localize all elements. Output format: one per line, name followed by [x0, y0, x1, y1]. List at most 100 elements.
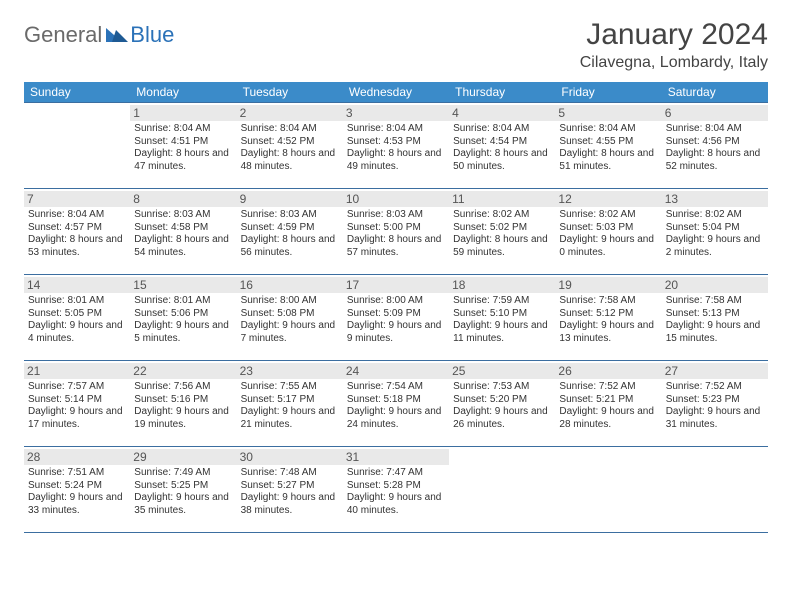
daylight-text: Daylight: 9 hours and 26 minutes. [453, 406, 551, 431]
sunset-text: Sunset: 4:53 PM [347, 136, 445, 149]
calendar-day-cell: 5Sunrise: 8:04 AMSunset: 4:55 PMDaylight… [555, 103, 661, 189]
calendar-day-cell: 10Sunrise: 8:03 AMSunset: 5:00 PMDayligh… [343, 189, 449, 275]
daylight-text: Daylight: 8 hours and 52 minutes. [666, 148, 764, 173]
day-info: Sunrise: 7:48 AMSunset: 5:27 PMDaylight:… [241, 467, 339, 517]
calendar-day-cell: 13Sunrise: 8:02 AMSunset: 5:04 PMDayligh… [662, 189, 768, 275]
sunrise-text: Sunrise: 7:52 AM [666, 381, 764, 394]
daylight-text: Daylight: 9 hours and 9 minutes. [347, 320, 445, 345]
daylight-text: Daylight: 9 hours and 2 minutes. [666, 234, 764, 259]
day-number: 24 [343, 363, 449, 379]
day-info: Sunrise: 8:03 AMSunset: 5:00 PMDaylight:… [347, 209, 445, 259]
day-number: 30 [237, 449, 343, 465]
sunset-text: Sunset: 5:05 PM [28, 308, 126, 321]
day-number: 1 [130, 105, 236, 121]
day-info: Sunrise: 7:52 AMSunset: 5:23 PMDaylight:… [666, 381, 764, 431]
sunset-text: Sunset: 5:24 PM [28, 480, 126, 493]
calendar-day-cell: 27 Sunrise: 7:52 AMSunset: 5:23 PMDayligh… [662, 361, 768, 447]
calendar-day-cell: 25Sunrise: 7:53 AMSunset: 5:20 PMDayligh… [449, 361, 555, 447]
sunrise-text: Sunrise: 8:01 AM [28, 295, 126, 308]
weekday-header: Monday [130, 82, 236, 103]
weekday-header: Wednesday [343, 82, 449, 103]
day-info: Sunrise: 7:59 AMSunset: 5:10 PMDaylight:… [453, 295, 551, 345]
day-number: 14 [24, 277, 130, 293]
day-number: 2 [237, 105, 343, 121]
sunrise-text: Sunrise: 7:51 AM [28, 467, 126, 480]
calendar-day-cell [449, 447, 555, 533]
brand-part1: General [24, 22, 102, 48]
sunrise-text: Sunrise: 8:02 AM [666, 209, 764, 222]
day-info: Sunrise: 8:02 AMSunset: 5:02 PMDaylight:… [453, 209, 551, 259]
sunset-text: Sunset: 5:17 PM [241, 394, 339, 407]
calendar-week-row: 1 Sunrise: 8:04 AMSunset: 4:51 PMDaylight… [24, 103, 768, 189]
sunrise-text: Sunrise: 8:02 AM [559, 209, 657, 222]
calendar-day-cell: 9Sunrise: 8:03 AMSunset: 4:59 PMDaylight… [237, 189, 343, 275]
daylight-text: Daylight: 9 hours and 11 minutes. [453, 320, 551, 345]
day-info: Sunrise: 7:49 AMSunset: 5:25 PMDaylight:… [134, 467, 232, 517]
day-info: Sunrise: 7:47 AMSunset: 5:28 PMDaylight:… [347, 467, 445, 517]
calendar-day-cell: 24Sunrise: 7:54 AMSunset: 5:18 PMDayligh… [343, 361, 449, 447]
sunset-text: Sunset: 4:52 PM [241, 136, 339, 149]
sunset-text: Sunset: 5:08 PM [241, 308, 339, 321]
day-info: Sunrise: 8:03 AMSunset: 4:58 PMDaylight:… [134, 209, 232, 259]
calendar-table: Sunday Monday Tuesday Wednesday Thursday… [24, 82, 768, 533]
weekday-header: Sunday [24, 82, 130, 103]
sunset-text: Sunset: 5:20 PM [453, 394, 551, 407]
day-info: Sunrise: 8:04 AMSunset: 4:54 PMDaylight:… [453, 123, 551, 173]
sunrise-text: Sunrise: 7:58 AM [666, 295, 764, 308]
day-number: 31 [343, 449, 449, 465]
calendar-day-cell: 15Sunrise: 8:01 AMSunset: 5:06 PMDayligh… [130, 275, 236, 361]
day-info: Sunrise: 8:01 AMSunset: 5:06 PMDaylight:… [134, 295, 232, 345]
sunrise-text: Sunrise: 8:03 AM [134, 209, 232, 222]
sunrise-text: Sunrise: 7:52 AM [559, 381, 657, 394]
sunrise-text: Sunrise: 7:59 AM [453, 295, 551, 308]
calendar-day-cell: 7Sunrise: 8:04 AMSunset: 4:57 PMDaylight… [24, 189, 130, 275]
day-number: 13 [662, 191, 768, 207]
day-number: 27 [662, 363, 768, 379]
daylight-text: Daylight: 8 hours and 50 minutes. [453, 148, 551, 173]
calendar-day-cell: 3Sunrise: 8:04 AMSunset: 4:53 PMDaylight… [343, 103, 449, 189]
calendar-week-row: 21Sunrise: 7:57 AMSunset: 5:14 PMDayligh… [24, 361, 768, 447]
day-number: 6 [662, 105, 768, 121]
calendar-day-cell: 1 Sunrise: 8:04 AMSunset: 4:51 PMDaylight… [130, 103, 236, 189]
sunset-text: Sunset: 5:16 PM [134, 394, 232, 407]
sunrise-text: Sunrise: 8:04 AM [666, 123, 764, 136]
calendar-day-cell [555, 447, 661, 533]
daylight-text: Daylight: 9 hours and 13 minutes. [559, 320, 657, 345]
sunset-text: Sunset: 4:56 PM [666, 136, 764, 149]
weekday-header-row: Sunday Monday Tuesday Wednesday Thursday… [24, 82, 768, 103]
calendar-day-cell: 28Sunrise: 7:51 AMSunset: 5:24 PMDayligh… [24, 447, 130, 533]
sunset-text: Sunset: 5:00 PM [347, 222, 445, 235]
calendar-day-cell: 4Sunrise: 8:04 AMSunset: 4:54 PMDaylight… [449, 103, 555, 189]
daylight-text: Daylight: 9 hours and 24 minutes. [347, 406, 445, 431]
month-title: January 2024 [580, 18, 768, 52]
day-number: 3 [343, 105, 449, 121]
day-info: Sunrise: 7:57 AMSunset: 5:14 PMDaylight:… [28, 381, 126, 431]
day-info: Sunrise: 7:55 AMSunset: 5:17 PMDaylight:… [241, 381, 339, 431]
sunrise-text: Sunrise: 8:04 AM [28, 209, 126, 222]
day-info: Sunrise: 8:00 AMSunset: 5:09 PMDaylight:… [347, 295, 445, 345]
sunrise-text: Sunrise: 8:04 AM [347, 123, 445, 136]
day-number: 23 [237, 363, 343, 379]
daylight-text: Daylight: 9 hours and 28 minutes. [559, 406, 657, 431]
sunrise-text: Sunrise: 7:47 AM [347, 467, 445, 480]
daylight-text: Daylight: 8 hours and 47 minutes. [134, 148, 232, 173]
day-info: Sunrise: 8:03 AMSunset: 4:59 PMDaylight:… [241, 209, 339, 259]
day-info: Sunrise: 8:04 AMSunset: 4:56 PMDaylight:… [666, 123, 764, 173]
day-number: 26 [555, 363, 661, 379]
sunset-text: Sunset: 4:54 PM [453, 136, 551, 149]
day-number: 8 [130, 191, 236, 207]
daylight-text: Daylight: 9 hours and 19 minutes. [134, 406, 232, 431]
sunrise-text: Sunrise: 8:04 AM [559, 123, 657, 136]
sunrise-text: Sunrise: 8:04 AM [134, 123, 232, 136]
calendar-day-cell: 30 Sunrise: 7:48 AMSunset: 5:27 PMDayligh… [237, 447, 343, 533]
header: General Blue January 2024 Cilavegna, Lom… [24, 18, 768, 72]
calendar-day-cell: 23 Sunrise: 7:55 AMSunset: 5:17 PMDayligh… [237, 361, 343, 447]
sunrise-text: Sunrise: 8:01 AM [134, 295, 232, 308]
brand-logo: General Blue [24, 18, 174, 48]
daylight-text: Daylight: 8 hours and 56 minutes. [241, 234, 339, 259]
daylight-text: Daylight: 9 hours and 7 minutes. [241, 320, 339, 345]
day-info: Sunrise: 7:52 AMSunset: 5:21 PMDaylight:… [559, 381, 657, 431]
calendar-day-cell: 16Sunrise: 8:00 AMSunset: 5:08 PMDayligh… [237, 275, 343, 361]
day-info: Sunrise: 8:04 AMSunset: 4:51 PMDaylight:… [134, 123, 232, 173]
sunrise-text: Sunrise: 7:48 AM [241, 467, 339, 480]
